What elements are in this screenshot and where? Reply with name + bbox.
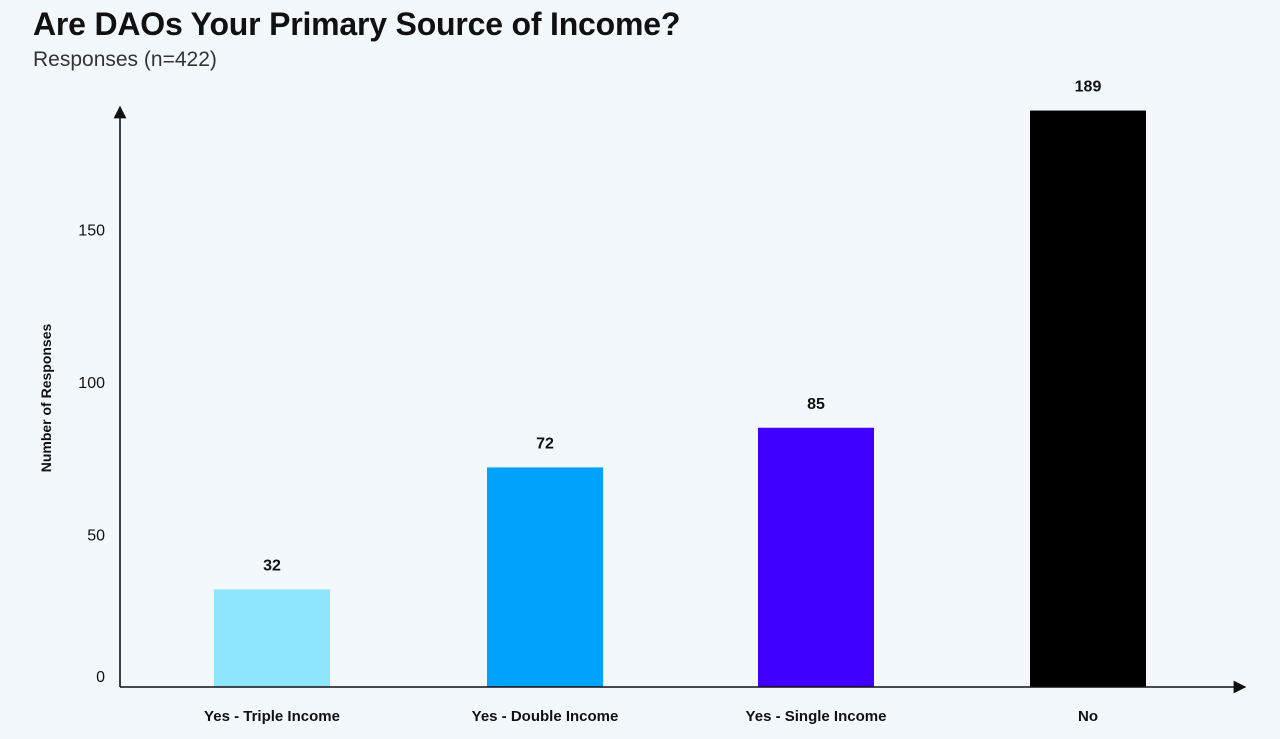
bar	[214, 589, 330, 687]
bar-value-label: 189	[1075, 79, 1102, 96]
category-label: Yes - Double Income	[472, 708, 619, 725]
y-tick-label: 50	[87, 528, 105, 545]
category-label: Yes - Single Income	[746, 708, 887, 725]
chart-subtitle: Responses (n=422)	[33, 48, 217, 71]
category-label: No	[1078, 708, 1098, 725]
bar-value-label: 85	[807, 396, 825, 413]
category-label: Yes - Triple Income	[204, 708, 340, 725]
y-tick-label: 100	[78, 375, 105, 392]
bar	[758, 427, 874, 687]
y-tick-label: 150	[78, 223, 105, 240]
y-axis-title: Number of Responses	[38, 323, 54, 472]
bar-value-label: 72	[536, 435, 554, 452]
bar	[1030, 110, 1146, 688]
bar-value-label: 32	[263, 557, 281, 574]
y-tick-label: 0	[96, 669, 105, 686]
bar	[487, 467, 603, 687]
chart-title: Are DAOs Your Primary Source of Income?	[33, 6, 681, 42]
